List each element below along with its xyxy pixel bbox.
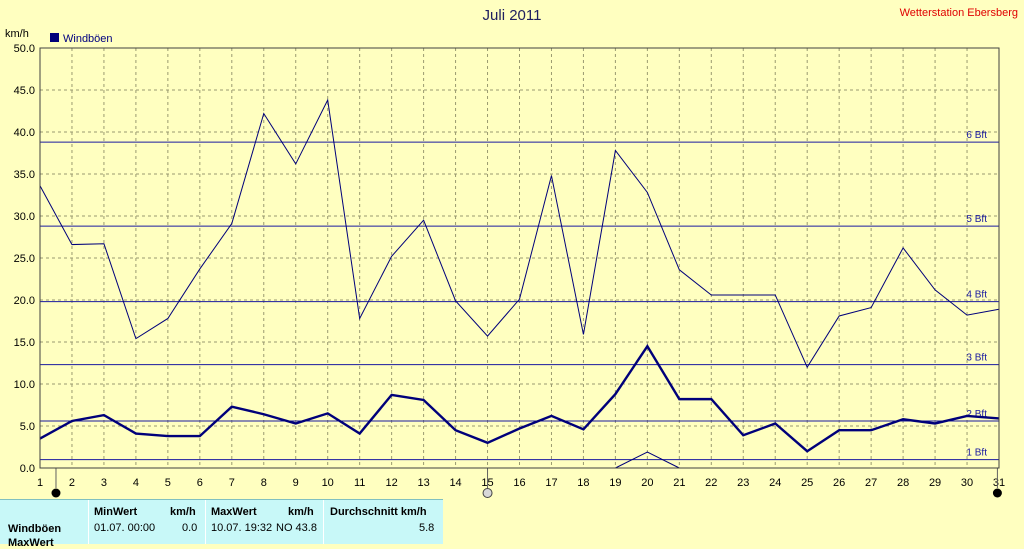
x-tick-label: 12 <box>386 477 398 489</box>
y-tick-label: 40.0 <box>14 127 35 139</box>
y-tick-label: 25.0 <box>14 253 35 265</box>
bft-label: 5 Bft <box>966 214 987 225</box>
stats-header-min-unit: km/h <box>170 506 196 518</box>
series-lines <box>39 98 1000 469</box>
y-axis-ticks: 0.0 5.0 10.0 15.0 20.0 25.0 30.0 35.0 40.0 45.0 50… <box>14 43 35 475</box>
stats-table: MinWert km/h MaxWert km/h Durchschnitt k… <box>0 499 443 549</box>
bft-label: 2 Bft <box>966 409 987 420</box>
wind-chart: Juli 2011 Wetterstation Ebersberg km/h W… <box>0 0 1024 499</box>
bft-label: 1 Bft <box>966 448 987 459</box>
x-tick-label: 16 <box>513 477 525 489</box>
x-tick-label: 19 <box>609 477 621 489</box>
x-tick-label: 11 <box>354 477 365 489</box>
full-moon-icon <box>482 488 493 498</box>
x-tick-label: 24 <box>769 477 781 489</box>
y-tick-label: 0.0 <box>20 463 35 475</box>
x-tick-label: 27 <box>865 477 877 489</box>
x-tick-label: 28 <box>897 477 909 489</box>
moon-phase-markers <box>51 468 1002 498</box>
y-axis-unit: km/h <box>5 28 29 40</box>
x-axis-ticks: 1 2 3 4 5 6 7 8 9 10 11 12 13 14 15 16 17 18 19 20 21 22 23 24 2… <box>37 477 1005 489</box>
x-tick-label: 26 <box>833 477 845 489</box>
new-moon-icon <box>992 488 1002 498</box>
y-tick-label: 35.0 <box>14 169 35 181</box>
stats-divider <box>323 500 324 544</box>
stats-divider <box>88 500 89 544</box>
stats-row-label-2: MaxWert <box>8 537 54 549</box>
x-tick-label: 6 <box>197 477 203 489</box>
x-tick-label: 9 <box>293 477 299 489</box>
x-tick-label: 31 <box>993 477 1005 489</box>
x-tick-label: 10 <box>322 477 334 489</box>
x-tick-label: 13 <box>417 477 429 489</box>
y-tick-label: 30.0 <box>14 211 35 223</box>
x-tick-label: 30 <box>961 477 973 489</box>
y-tick-label: 45.0 <box>14 85 35 97</box>
x-tick-label: 20 <box>641 477 653 489</box>
stats-header-max-unit: km/h <box>288 506 314 518</box>
x-tick-label: 14 <box>449 477 461 489</box>
x-tick-label: 1 <box>37 477 43 489</box>
bft-label: 3 Bft <box>966 353 987 364</box>
stats-max-date: 10.07. 19:32 <box>211 522 273 534</box>
x-tick-label: 22 <box>705 477 717 489</box>
y-tick-label: 15.0 <box>14 337 35 349</box>
y-tick-label: 10.0 <box>14 379 35 391</box>
y-tick-label: 20.0 <box>14 295 35 307</box>
chart-title: Juli 2011 <box>483 7 542 24</box>
stats-header-max: MaxWert <box>211 506 257 518</box>
x-tick-label: 2 <box>69 477 75 489</box>
bft-label: 4 Bft <box>966 290 987 301</box>
x-tick-label: 8 <box>261 477 267 489</box>
x-tick-label: 25 <box>801 477 813 489</box>
x-tick-label: 7 <box>229 477 235 489</box>
stats-avg-value: 5.8 <box>419 522 435 534</box>
beaufort-lines: 1 Bft 2 Bft 3 Bft 4 Bft 5 Bft 6 Bft <box>40 130 999 461</box>
station-name: Wetterstation Ebersberg <box>900 7 1018 19</box>
stats-divider <box>205 500 206 544</box>
plot-frame <box>39 47 1000 469</box>
stats-empty-area <box>443 499 1024 543</box>
legend-label-windboeen: Windböen <box>63 33 113 45</box>
y-tick-label: 50.0 <box>14 43 35 55</box>
x-tick-label: 29 <box>929 477 941 489</box>
x-tick-label: 21 <box>673 477 685 489</box>
plot-background <box>0 0 1024 499</box>
legend-swatch <box>50 33 59 42</box>
stats-header-avg: Durchschnitt km/h <box>330 506 427 518</box>
x-tick-label: 4 <box>133 477 139 489</box>
new-moon-icon <box>51 488 61 498</box>
series-line-2 <box>39 98 1000 369</box>
stats-min-date: 01.07. 00:00 <box>94 522 156 534</box>
stats-max-value: NO 43.8 <box>276 522 317 534</box>
x-tick-label: 5 <box>165 477 171 489</box>
y-tick-label: 5.0 <box>20 421 35 433</box>
x-tick-label: 18 <box>577 477 589 489</box>
x-tick-label: 3 <box>101 477 107 489</box>
series-line-3 <box>615 451 680 469</box>
stats-min-value: 0.0 <box>182 522 198 534</box>
bft-label: 6 Bft <box>966 130 987 141</box>
stats-row-label: Windböen <box>8 523 62 535</box>
x-tick-label: 17 <box>545 477 557 489</box>
series-line-1 <box>39 343 1000 453</box>
x-tick-label: 23 <box>737 477 749 489</box>
stats-header-min: MinWert <box>94 506 138 518</box>
